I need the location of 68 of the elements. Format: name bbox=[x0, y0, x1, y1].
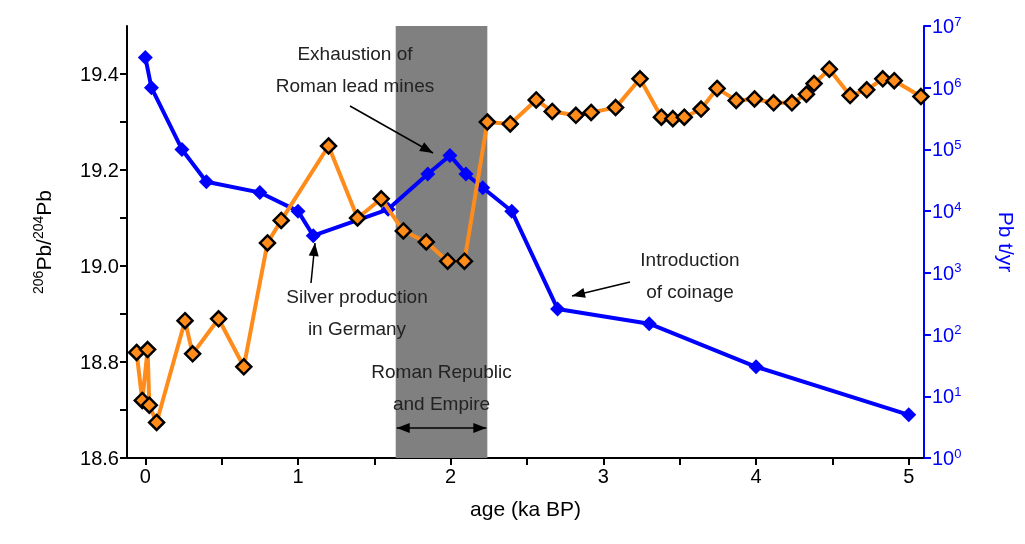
point bbox=[805, 74, 823, 93]
point bbox=[675, 108, 694, 126]
point bbox=[348, 209, 367, 227]
point bbox=[820, 60, 839, 78]
y-tick-label: 19.4 bbox=[80, 63, 119, 85]
point bbox=[137, 49, 153, 65]
point bbox=[305, 228, 321, 244]
point bbox=[183, 345, 202, 363]
point bbox=[252, 185, 268, 201]
x-tick-label: 3 bbox=[597, 465, 609, 487]
point bbox=[748, 359, 764, 375]
y-axis-title: 206Pb/204Pb bbox=[30, 190, 55, 294]
point bbox=[458, 166, 474, 182]
x-axis-title: age (ka BP) bbox=[470, 497, 581, 520]
y2-axis-title: Pb t/yr bbox=[995, 211, 1018, 273]
point bbox=[631, 70, 649, 88]
point bbox=[708, 79, 726, 98]
point bbox=[504, 203, 520, 219]
y-tick-label: 19.2 bbox=[80, 159, 119, 181]
point bbox=[198, 174, 214, 190]
point bbox=[745, 90, 764, 108]
y-tick-label: 19.0 bbox=[80, 255, 119, 277]
point bbox=[641, 316, 657, 332]
point bbox=[797, 85, 816, 103]
point bbox=[394, 222, 413, 240]
point bbox=[209, 310, 228, 328]
point bbox=[442, 147, 458, 163]
point bbox=[550, 301, 566, 317]
point bbox=[727, 91, 745, 110]
point bbox=[420, 166, 436, 182]
point bbox=[272, 211, 290, 230]
point bbox=[606, 98, 625, 117]
point bbox=[885, 71, 903, 90]
point bbox=[455, 252, 474, 270]
point bbox=[783, 94, 801, 112]
point bbox=[438, 252, 457, 270]
point bbox=[527, 91, 545, 109]
annotation: Introduction of coinage bbox=[639, 248, 741, 304]
point bbox=[567, 106, 585, 125]
point bbox=[692, 100, 710, 118]
point bbox=[857, 81, 876, 99]
x-tick-label: 5 bbox=[903, 465, 915, 487]
point bbox=[543, 102, 561, 121]
point bbox=[901, 407, 917, 423]
point bbox=[417, 233, 436, 251]
point bbox=[764, 94, 783, 112]
y-tick-label: 18.8 bbox=[80, 351, 119, 373]
point bbox=[290, 203, 306, 219]
point bbox=[140, 396, 159, 414]
point bbox=[501, 115, 519, 133]
text: 18.6 bbox=[80, 447, 119, 469]
point bbox=[582, 103, 600, 122]
point bbox=[143, 80, 159, 96]
point bbox=[147, 413, 166, 432]
x-tick-label: 2 bbox=[445, 465, 457, 487]
x-tick-label: 0 bbox=[139, 465, 151, 487]
x-tick-label: 1 bbox=[292, 465, 304, 487]
x-tick-label: 4 bbox=[750, 465, 762, 487]
point bbox=[478, 113, 497, 131]
point bbox=[912, 87, 930, 106]
point bbox=[372, 190, 390, 208]
point bbox=[138, 340, 157, 359]
point bbox=[258, 234, 277, 252]
point bbox=[319, 137, 338, 155]
point bbox=[176, 311, 194, 330]
point bbox=[841, 86, 859, 105]
point bbox=[235, 358, 253, 376]
point bbox=[174, 141, 190, 157]
